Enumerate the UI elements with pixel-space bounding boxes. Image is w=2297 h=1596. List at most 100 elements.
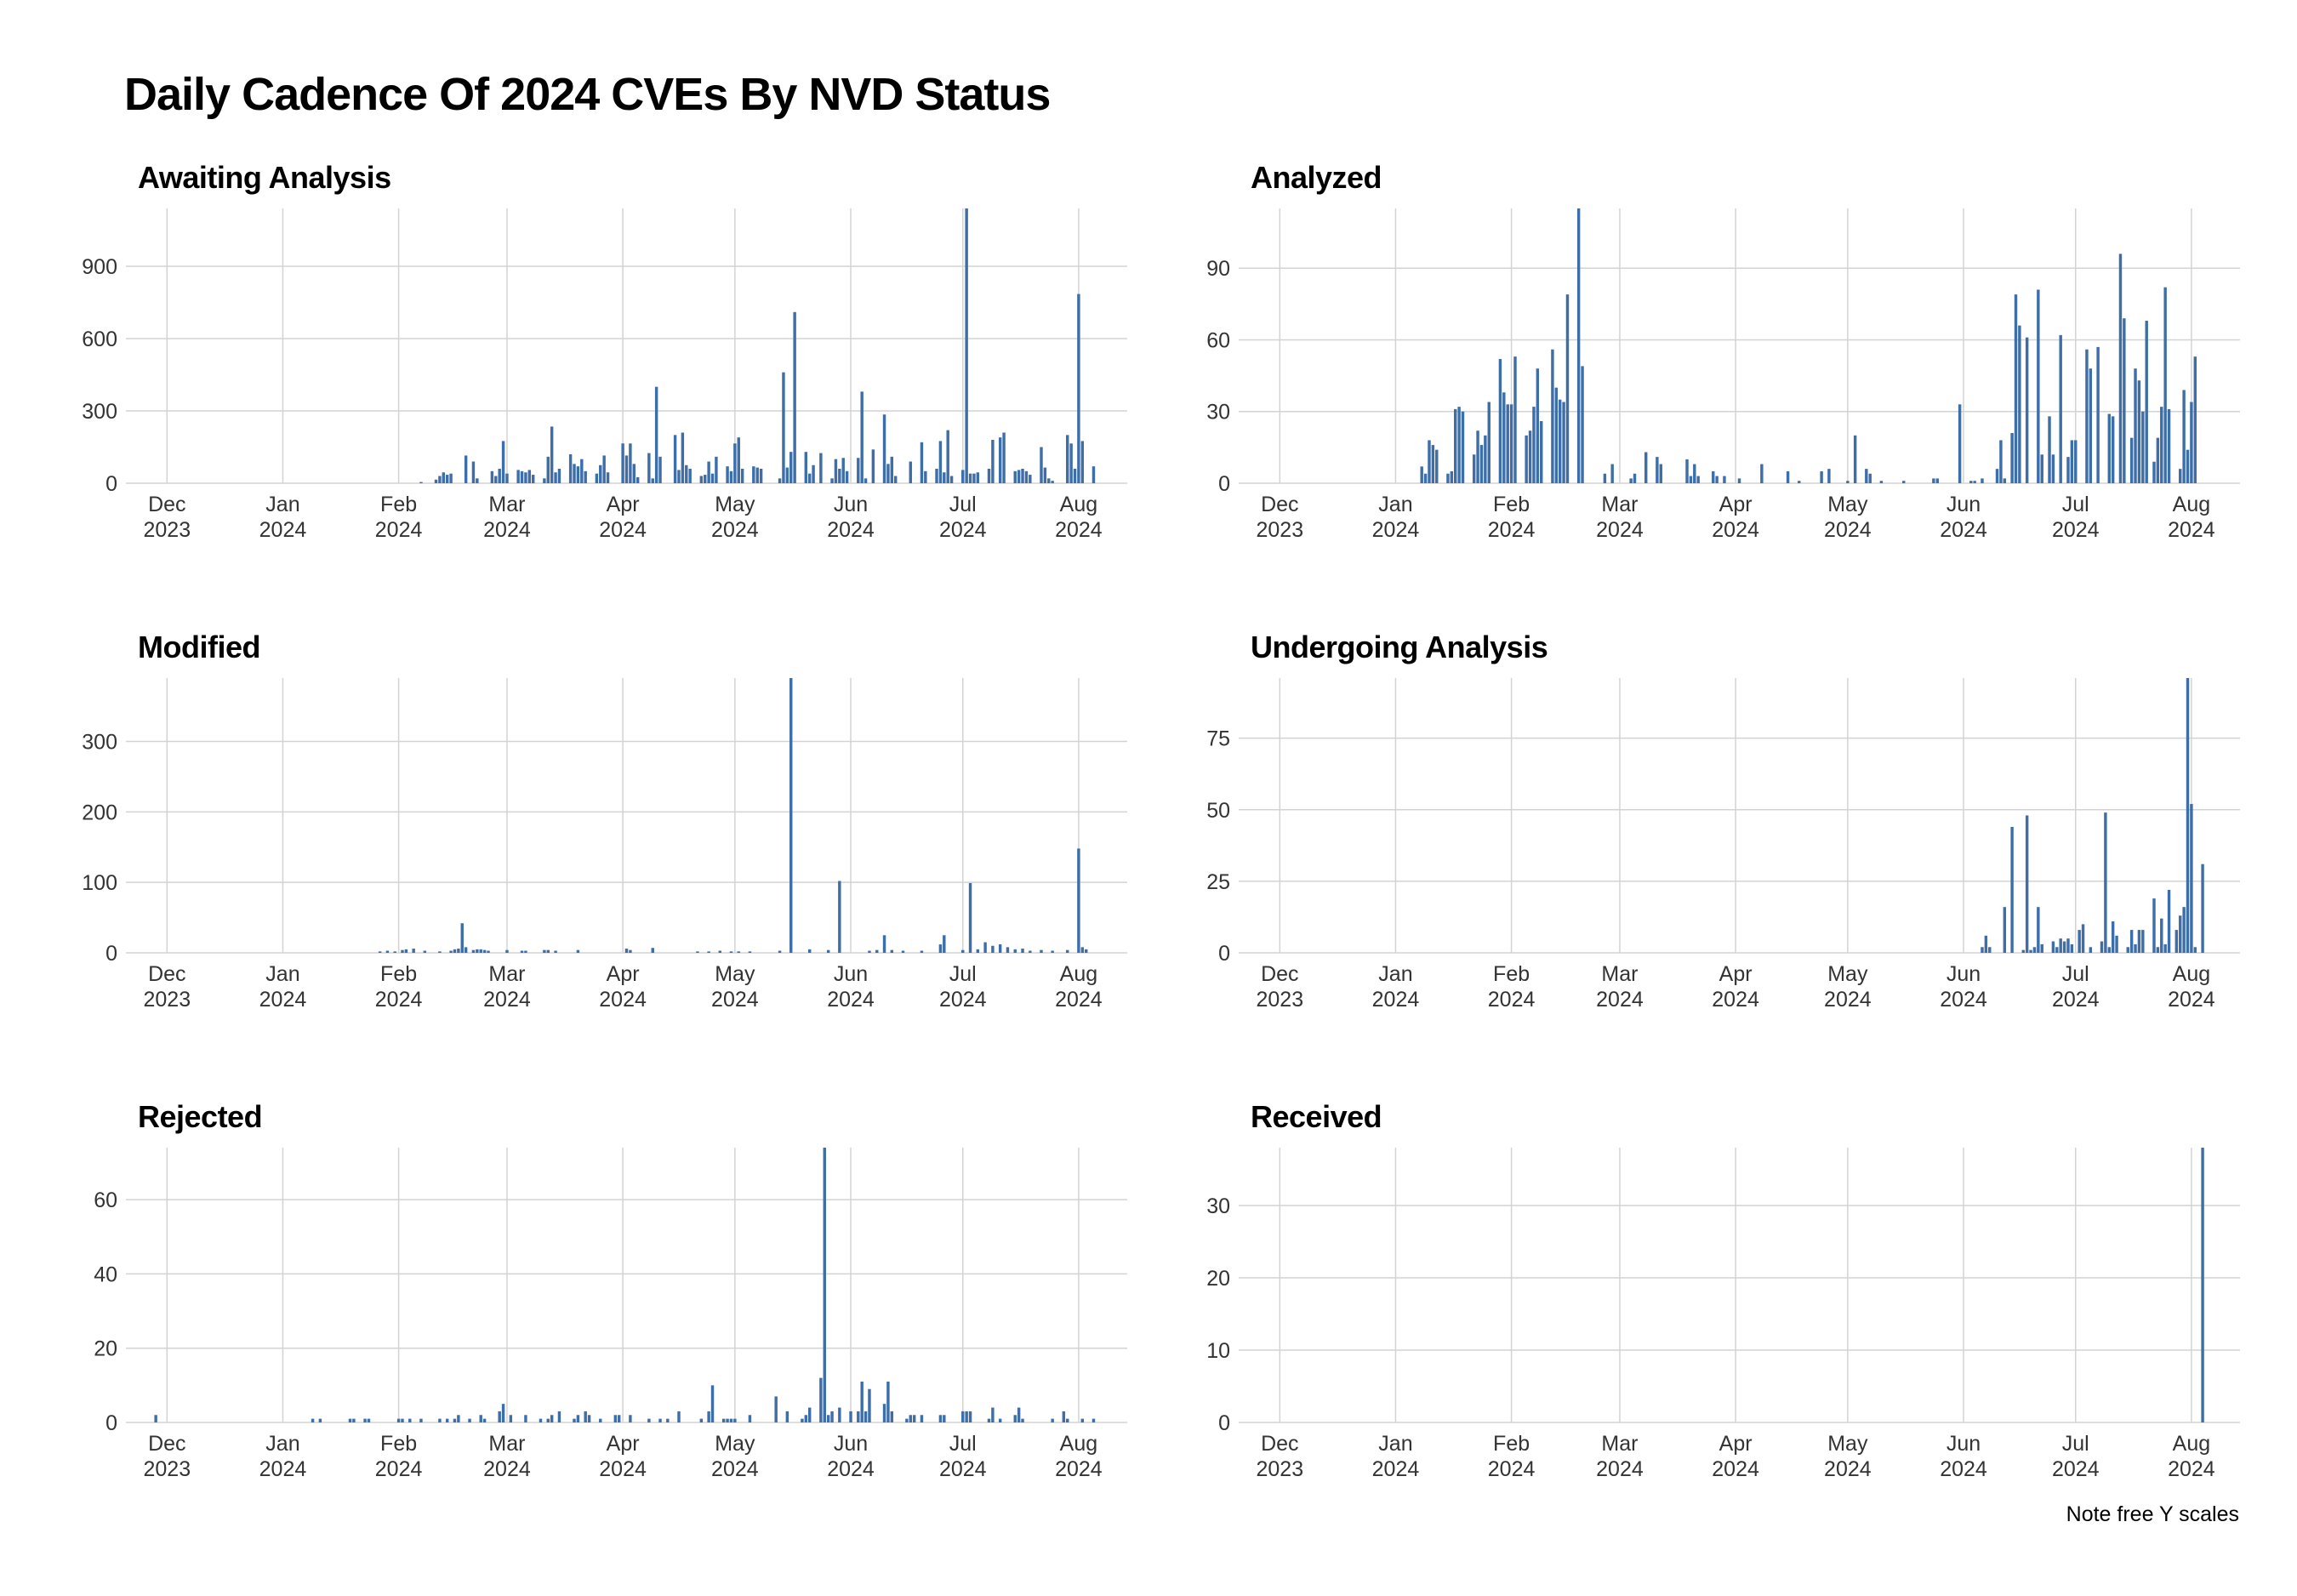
bar [857,1411,860,1422]
x-tick-month: Jul [2062,493,2089,516]
bar [1786,470,1790,483]
bar [1084,949,1088,953]
bar [949,476,954,483]
bar [647,453,651,483]
x-tick-year: 2024 [259,988,307,1012]
bar [1603,473,1607,483]
x-tick-month: Mar [488,493,525,516]
bar [453,1418,457,1422]
x-tick-year: 2024 [1824,988,1872,1012]
x-tick-month: Jun [1946,962,1981,986]
bar [1656,457,1659,483]
bar [2085,349,2089,483]
bar [2062,941,2066,953]
x-tick-year: 2024 [1596,1457,1644,1481]
bar [2029,949,2032,953]
bar [2160,918,2163,953]
bar [479,949,482,953]
x-tick-year: 2024 [1940,988,1987,1012]
bar [527,470,532,483]
bar [1017,1407,1021,1422]
bar [318,1418,322,1422]
bar [755,467,759,483]
x-tick-month: Aug [1060,1432,1097,1456]
x-tick-year: 2023 [143,988,191,1012]
bar [718,950,722,953]
bar [961,470,965,483]
bar [1013,949,1017,953]
x-tick-year: 2024 [483,518,531,542]
bar [539,1418,543,1422]
bar [487,950,490,953]
bar [2089,368,2093,483]
y-tick-label: 900 [82,255,117,279]
bar [419,482,423,483]
bar [419,1418,423,1422]
bar [554,472,557,483]
bar [1528,430,1532,483]
bar [445,1418,449,1422]
bar [154,1415,157,1422]
bar [2163,943,2167,953]
bar [1633,473,1637,483]
bar [482,949,487,953]
x-tick-year: 2024 [1055,1457,1103,1481]
bar [2003,478,2007,483]
bar [1723,476,1726,483]
bar [1476,430,1479,483]
bar [1551,349,1554,483]
bar [752,466,755,483]
bar [2179,469,2182,483]
bar [1820,470,1823,483]
x-tick-year: 2024 [1055,518,1103,542]
bar [2137,380,2141,483]
bar [573,1418,576,1422]
x-tick-month: Dec [148,1432,185,1456]
bar [793,311,796,483]
y-tick-label: 0 [105,1411,117,1435]
bar [524,1415,527,1422]
bar [838,1407,841,1422]
bar [2048,416,2051,483]
bar [965,208,968,483]
bar [1446,473,1450,483]
bar [976,472,980,483]
bar [1435,449,1439,483]
x-tick-year: 2023 [1256,988,1303,1012]
bar [2134,368,2137,483]
bar [438,1418,442,1422]
y-tick-label: 30 [1206,401,1230,425]
y-tick-label: 0 [105,942,117,966]
bar [1006,947,1010,953]
bar [1984,935,1988,953]
bar [1715,476,1718,483]
bar [401,949,404,953]
bar [1610,464,1614,483]
x-tick-month: Aug [2173,493,2210,516]
bar [886,464,890,483]
bar [629,1415,632,1422]
bar [658,456,662,483]
y-tick-label: 20 [1206,1267,1230,1291]
bar [857,458,860,483]
bar [1737,478,1741,483]
bar [987,1418,991,1422]
x-tick-year: 2024 [599,518,647,542]
bar [2129,437,2134,483]
bar [1450,470,1454,483]
bar [991,1407,995,1422]
x-tick-year: 2023 [143,518,191,542]
x-tick-month: Aug [2173,1432,2210,1456]
bar [834,459,838,483]
bar [1644,452,1648,483]
bar [434,479,438,483]
bar [882,1404,886,1422]
bar [991,945,995,953]
bar [2201,864,2204,953]
bar [509,1415,513,1422]
bar [2134,943,2137,953]
bar [1995,469,1999,483]
bar [412,949,415,953]
bar [2111,921,2115,953]
bar [1431,445,1435,483]
